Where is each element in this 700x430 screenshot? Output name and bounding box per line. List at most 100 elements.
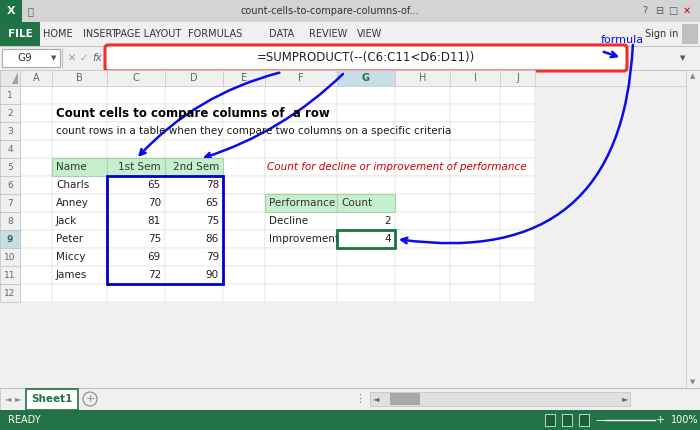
Text: REVIEW: REVIEW bbox=[309, 29, 347, 39]
Bar bbox=[337, 266, 395, 284]
Bar bbox=[165, 266, 223, 284]
Bar bbox=[682, 24, 698, 44]
Bar bbox=[52, 158, 107, 176]
Bar bbox=[390, 393, 420, 405]
Bar bbox=[265, 104, 337, 122]
Text: —: — bbox=[595, 415, 605, 425]
Bar bbox=[20, 122, 52, 140]
Bar bbox=[450, 194, 500, 212]
Bar bbox=[337, 230, 395, 248]
Bar bbox=[2, 49, 60, 67]
Text: 79: 79 bbox=[206, 252, 219, 262]
Bar bbox=[337, 212, 395, 230]
Bar bbox=[20, 176, 52, 194]
Text: H: H bbox=[419, 73, 426, 83]
Text: ◄: ◄ bbox=[372, 394, 379, 403]
Bar bbox=[395, 212, 450, 230]
Bar bbox=[107, 266, 165, 284]
Text: Count: Count bbox=[341, 198, 372, 208]
Bar bbox=[107, 86, 165, 104]
Bar bbox=[20, 70, 52, 86]
Bar bbox=[0, 70, 20, 86]
Bar bbox=[265, 230, 337, 248]
Text: VIEW: VIEW bbox=[358, 29, 383, 39]
Text: 3: 3 bbox=[7, 126, 13, 135]
Bar bbox=[165, 158, 223, 176]
Bar bbox=[395, 194, 450, 212]
Bar bbox=[395, 70, 450, 86]
Bar bbox=[107, 158, 165, 176]
Text: ✕: ✕ bbox=[683, 6, 691, 16]
FancyBboxPatch shape bbox=[105, 45, 627, 71]
Bar bbox=[500, 284, 535, 302]
Text: ?: ? bbox=[643, 6, 648, 16]
Text: 75: 75 bbox=[206, 216, 219, 226]
Text: 65: 65 bbox=[206, 198, 219, 208]
Bar bbox=[20, 158, 52, 176]
Bar bbox=[337, 284, 395, 302]
Bar bbox=[450, 70, 500, 86]
Bar bbox=[500, 158, 535, 176]
Bar bbox=[265, 194, 337, 212]
Bar bbox=[0, 212, 20, 230]
Text: ✕: ✕ bbox=[68, 53, 76, 63]
Bar bbox=[395, 104, 450, 122]
Text: C: C bbox=[132, 73, 139, 83]
Bar bbox=[265, 248, 337, 266]
Bar bbox=[0, 86, 20, 104]
Bar bbox=[52, 70, 107, 86]
Text: E: E bbox=[241, 73, 247, 83]
Bar bbox=[52, 212, 107, 230]
Bar bbox=[0, 140, 20, 158]
Text: fx: fx bbox=[92, 53, 102, 63]
Bar bbox=[265, 70, 337, 86]
Text: Improvement: Improvement bbox=[269, 234, 339, 244]
Bar bbox=[450, 176, 500, 194]
Bar bbox=[20, 266, 52, 284]
Bar bbox=[107, 212, 165, 230]
Bar bbox=[165, 194, 223, 212]
Bar bbox=[337, 158, 395, 176]
Bar bbox=[500, 266, 535, 284]
Text: 1st Sem: 1st Sem bbox=[118, 162, 161, 172]
Bar bbox=[223, 230, 265, 248]
Text: 10: 10 bbox=[4, 252, 15, 261]
Bar bbox=[0, 22, 700, 46]
Bar bbox=[500, 248, 535, 266]
Bar bbox=[337, 122, 395, 140]
Bar bbox=[20, 86, 52, 104]
Bar bbox=[337, 230, 395, 248]
Text: 2: 2 bbox=[384, 216, 391, 226]
Bar bbox=[395, 86, 450, 104]
Bar bbox=[52, 122, 107, 140]
Bar bbox=[223, 158, 265, 176]
Text: Performance: Performance bbox=[269, 198, 335, 208]
Text: count-cells-to-compare-columns-of...: count-cells-to-compare-columns-of... bbox=[241, 6, 419, 16]
Bar bbox=[500, 176, 535, 194]
Text: 65: 65 bbox=[148, 180, 161, 190]
Text: ►: ► bbox=[15, 394, 21, 403]
Bar bbox=[52, 104, 107, 122]
Text: Anney: Anney bbox=[56, 198, 89, 208]
Bar bbox=[26, 389, 78, 410]
Bar bbox=[395, 176, 450, 194]
Text: ✓: ✓ bbox=[80, 53, 88, 63]
Bar bbox=[265, 284, 337, 302]
Bar bbox=[337, 140, 395, 158]
Polygon shape bbox=[12, 72, 18, 84]
Bar bbox=[500, 104, 535, 122]
Text: Name: Name bbox=[56, 162, 87, 172]
Bar bbox=[337, 194, 395, 212]
Bar bbox=[395, 158, 450, 176]
Bar bbox=[52, 140, 107, 158]
Bar bbox=[52, 284, 107, 302]
Bar bbox=[0, 158, 20, 176]
Text: 2nd Sem: 2nd Sem bbox=[173, 162, 219, 172]
Bar bbox=[450, 212, 500, 230]
Bar bbox=[0, 230, 20, 248]
Text: G: G bbox=[362, 73, 370, 83]
Bar bbox=[20, 230, 52, 248]
Bar bbox=[165, 122, 223, 140]
Bar bbox=[337, 248, 395, 266]
Text: 72: 72 bbox=[148, 270, 161, 280]
